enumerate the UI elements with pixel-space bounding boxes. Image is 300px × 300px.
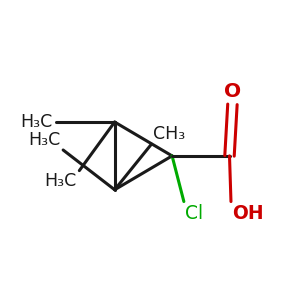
Text: O: O: [224, 82, 241, 101]
Text: Cl: Cl: [185, 204, 203, 223]
Text: CH₃: CH₃: [153, 124, 185, 142]
Text: H₃C: H₃C: [44, 172, 76, 190]
Text: H₃C: H₃C: [28, 130, 60, 148]
Text: OH: OH: [232, 204, 264, 223]
Text: H₃C: H₃C: [21, 113, 53, 131]
